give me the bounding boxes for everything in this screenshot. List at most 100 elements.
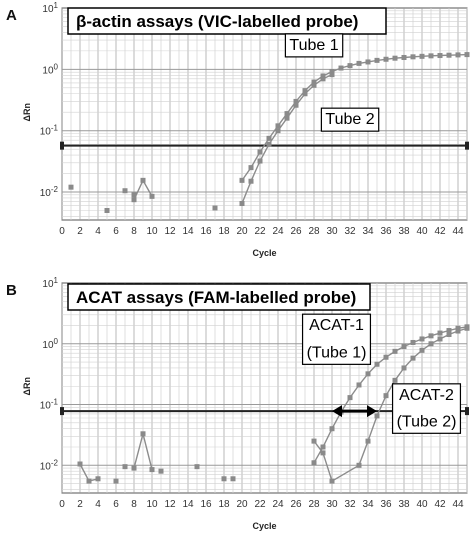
data-point (428, 333, 434, 339)
data-point (347, 395, 353, 401)
data-point (275, 123, 281, 129)
y-tick-label: 10-1 (40, 398, 59, 412)
data-point (320, 73, 326, 79)
data-point (320, 444, 326, 450)
data-point (428, 341, 434, 347)
x-tick-label: 44 (452, 499, 464, 510)
data-point (392, 348, 398, 354)
data-point (437, 53, 443, 59)
x-tick-label: 44 (452, 226, 464, 237)
data-point (329, 72, 335, 78)
data-point (257, 149, 263, 155)
x-tick-label: 4 (95, 499, 101, 510)
annotation-box (320, 107, 380, 132)
data-point (347, 63, 353, 69)
data-point (356, 462, 362, 468)
data-point (284, 111, 290, 117)
series-line (313, 327, 468, 483)
x-tick-label: 14 (182, 226, 194, 237)
series-b-3 (131, 431, 155, 473)
data-point (329, 426, 335, 432)
x-tick-label: 26 (290, 499, 302, 510)
arrowhead-left (332, 405, 342, 418)
data-point (401, 54, 407, 60)
x-tick-label: 22 (254, 226, 266, 237)
data-point (464, 325, 470, 331)
y-tick-label: 10-2 (40, 185, 59, 199)
series-b-1 (311, 325, 470, 484)
y-tick-label: 100 (42, 62, 58, 76)
y-tick-label: 100 (42, 337, 58, 351)
x-axis-label: Cycle (252, 248, 276, 258)
x-tick-label: 16 (200, 226, 212, 237)
data-point (266, 141, 272, 147)
data-point (122, 188, 128, 194)
x-tick-label: 2 (77, 499, 83, 510)
x-tick-label: 36 (380, 499, 392, 510)
data-point (455, 328, 461, 334)
data-point (383, 354, 389, 360)
data-point (131, 197, 137, 203)
data-point (86, 478, 92, 484)
x-tick-label: 12 (164, 499, 176, 510)
x-tick-label: 38 (398, 226, 410, 237)
x-tick-label: 16 (200, 499, 212, 510)
threshold-handle-left (60, 407, 64, 416)
x-tick-label: 6 (113, 226, 119, 237)
data-point (230, 476, 236, 482)
x-tick-label: 28 (308, 226, 320, 237)
y-axis-label: ΔRn (22, 377, 32, 395)
data-point (374, 413, 380, 419)
data-point (365, 59, 371, 65)
data-point (428, 53, 434, 59)
arrowhead-right (367, 405, 377, 418)
x-tick-label: 12 (164, 226, 176, 237)
annotation-a-0: Tube 1 (284, 33, 344, 58)
panel-label: A (6, 7, 17, 24)
series-a-1 (239, 72, 335, 207)
y-tick-label: 101 (42, 1, 58, 15)
data-point (320, 76, 326, 82)
title-box (67, 283, 371, 311)
x-tick-label: 18 (218, 226, 230, 237)
x-tick-label: 22 (254, 499, 266, 510)
series-a-0 (239, 52, 470, 183)
annotation-text: ACAT-2 (399, 387, 454, 404)
data-point (68, 184, 74, 190)
title-box (67, 7, 387, 35)
x-tick-label: 18 (218, 499, 230, 510)
annotation-text: Tube 1 (289, 37, 338, 54)
data-point (455, 52, 461, 58)
data-point (464, 52, 470, 58)
data-point (131, 192, 137, 198)
data-point (311, 438, 317, 444)
x-tick-label: 20 (236, 226, 248, 237)
y-tick-label: 10-2 (40, 458, 59, 472)
y-tick-label: 101 (42, 276, 58, 290)
y-tick-label: 10-1 (40, 124, 59, 138)
data-point (140, 177, 146, 183)
data-point (338, 65, 344, 71)
data-point (401, 365, 407, 371)
annotation-text: (Tube 2) (397, 413, 457, 430)
x-tick-label: 32 (344, 499, 356, 510)
x-tick-label: 10 (146, 226, 158, 237)
data-point (302, 88, 308, 94)
x-tick-label: 34 (362, 226, 374, 237)
x-tick-label: 26 (290, 226, 302, 237)
annotation-text: (Tube 1) (307, 344, 367, 361)
data-point (239, 177, 245, 183)
data-point (275, 128, 281, 134)
x-tick-label: 32 (344, 226, 356, 237)
x-tick-label: 30 (326, 499, 338, 510)
annotation-text: Tube 2 (325, 111, 374, 128)
annotation-text: ACAT-1 (309, 317, 364, 334)
data-point (410, 355, 416, 361)
data-point (212, 205, 218, 211)
data-point (329, 69, 335, 75)
data-point (383, 393, 389, 399)
x-tick-label: 38 (398, 499, 410, 510)
x-tick-label: 0 (59, 499, 65, 510)
data-point (419, 347, 425, 353)
